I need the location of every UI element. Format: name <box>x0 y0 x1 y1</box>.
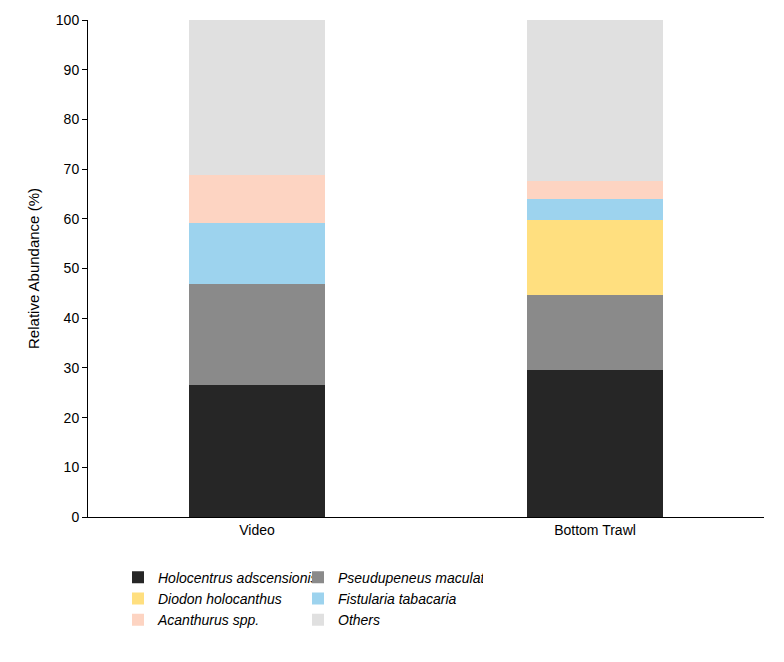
svg-text:40: 40 <box>64 310 80 326</box>
svg-text:Bottom Trawl: Bottom Trawl <box>554 522 636 538</box>
svg-text:Acanthurus spp.: Acanthurus spp. <box>157 612 259 628</box>
svg-text:100: 100 <box>56 12 80 28</box>
svg-text:Relative Abundance (%): Relative Abundance (%) <box>25 188 42 349</box>
svg-text:30: 30 <box>64 360 80 376</box>
svg-text:Video: Video <box>239 522 275 538</box>
svg-text:Diodon holocanthus: Diodon holocanthus <box>158 591 282 607</box>
svg-text:20: 20 <box>64 410 80 426</box>
svg-text:Holocentrus adscensionis: Holocentrus adscensionis <box>158 570 318 586</box>
svg-text:0: 0 <box>71 509 79 525</box>
svg-text:Fistularia tabacaria: Fistularia tabacaria <box>338 591 456 607</box>
svg-text:Pseudupeneus maculatus: Pseudupeneus maculatus <box>338 570 483 586</box>
svg-text:90: 90 <box>64 62 80 78</box>
svg-text:60: 60 <box>64 211 80 227</box>
svg-text:Others: Others <box>338 612 380 628</box>
svg-text:10: 10 <box>64 459 80 475</box>
svg-text:80: 80 <box>64 111 80 127</box>
svg-text:70: 70 <box>64 161 80 177</box>
svg-text:50: 50 <box>64 260 80 276</box>
